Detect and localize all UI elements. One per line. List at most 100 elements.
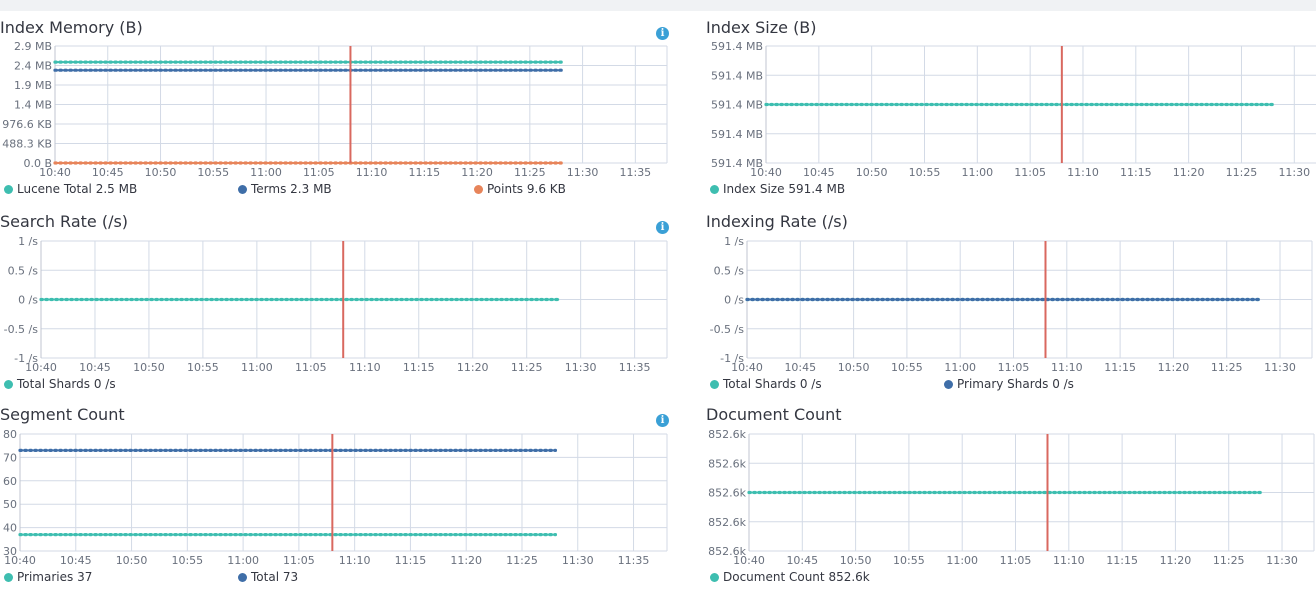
- x-tick-label: 10:40: [39, 166, 71, 179]
- y-tick-label: 976.6 KB: [2, 118, 52, 131]
- line-chart: 1 /s 0.5 /s 0 /s -0.5 /s -1 /s10:40 10:45 10:5…: [710, 235, 1313, 374]
- legend-series-name: Primary Shards: [957, 377, 1049, 391]
- x-tick-label: 11:35: [618, 554, 650, 567]
- legend-item[interactable]: Document Count 852.6k: [710, 570, 870, 584]
- segment-count-panel: Segment Count i 80 70 60 50 40 30 10:40 10:45 10:5…: [0, 405, 672, 595]
- y-tick-label: 70: [3, 451, 17, 464]
- info-icon[interactable]: i: [656, 221, 669, 234]
- legend-series-value: 852.6k: [828, 570, 870, 584]
- y-tick-label: 30: [3, 545, 17, 558]
- x-tick-label: 11:10: [1067, 166, 1099, 179]
- legend-swatch: [710, 185, 719, 194]
- x-tick-label: 11:10: [1053, 554, 1085, 567]
- x-tick-label: 11:20: [457, 361, 489, 374]
- document-count-panel: Document Count 852.6k 852.6k 852.6k 852.6k 85…: [706, 405, 1316, 595]
- legend-item[interactable]: Lucene Total 2.5 MB: [4, 182, 137, 196]
- x-tick-label: 11:00: [227, 554, 259, 567]
- y-tick-label: 0.5 /s: [8, 264, 39, 277]
- legend-item[interactable]: Primary Shards 0 /s: [944, 377, 1074, 391]
- y-tick-label: 852.6k: [708, 516, 746, 529]
- x-tick-label: 10:55: [197, 166, 229, 179]
- x-tick-label: 11:20: [1173, 166, 1205, 179]
- y-tick-label: 591.4 MB: [711, 157, 763, 170]
- y-tick-label: 1.9 MB: [14, 79, 52, 92]
- top-bar: [0, 0, 1316, 11]
- y-tick-label: 852.6k: [708, 487, 746, 500]
- y-tick-label: -1 /s: [720, 352, 744, 365]
- x-tick-label: 10:50: [838, 361, 870, 374]
- panel-title: Segment Count: [0, 405, 125, 424]
- x-tick-label: 11:15: [408, 166, 440, 179]
- x-tick-label: 11:00: [241, 361, 273, 374]
- legend-series-value: 73: [282, 570, 299, 584]
- x-tick-label: 11:05: [998, 361, 1030, 374]
- x-tick-label: 11:00: [961, 166, 993, 179]
- y-tick-label: -0.5 /s: [710, 323, 745, 336]
- legend-item[interactable]: Index Size 591.4 MB: [710, 182, 845, 196]
- y-tick-label: 591.4 MB: [711, 128, 763, 141]
- x-tick-label: 11:10: [349, 361, 381, 374]
- legend-series-value: 37: [77, 570, 93, 584]
- x-tick-label: 11:25: [506, 554, 538, 567]
- legend-swatch: [4, 380, 13, 389]
- index-memory-panel: Index Memory (B) i 2.9 MB 2.4 MB 1.9 MB 1.4 M…: [0, 18, 672, 208]
- x-tick-label: 10:40: [4, 554, 36, 567]
- x-tick-label: 11:15: [1120, 166, 1152, 179]
- x-tick-label: 10:50: [116, 554, 148, 567]
- x-tick-label: 11:25: [511, 361, 543, 374]
- x-tick-label: 10:55: [891, 361, 923, 374]
- x-tick-label: 10:40: [731, 361, 763, 374]
- x-tick-label: 11:10: [339, 554, 371, 567]
- legend-swatch: [474, 185, 483, 194]
- info-icon[interactable]: i: [656, 414, 669, 427]
- y-tick-label: 80: [3, 428, 17, 441]
- x-tick-label: 11:15: [395, 554, 427, 567]
- y-tick-label: 0 /s: [724, 294, 744, 307]
- x-tick-label: 11:05: [303, 166, 335, 179]
- y-tick-label: 2.9 MB: [14, 40, 52, 53]
- x-tick-label: 11:05: [295, 361, 327, 374]
- y-tick-label: 0.5 /s: [714, 264, 745, 277]
- info-icon[interactable]: i: [656, 27, 669, 40]
- legend-swatch: [4, 185, 13, 194]
- legend-series-value: 0 /s: [93, 377, 116, 391]
- x-tick-label: 11:10: [356, 166, 388, 179]
- legend-series-value: 0 /s: [799, 377, 822, 391]
- y-tick-label: 591.4 MB: [711, 40, 763, 53]
- legend-item[interactable]: Points 9.6 KB: [474, 182, 566, 196]
- x-tick-label: 10:40: [733, 554, 765, 567]
- line-chart: 1 /s 0.5 /s 0 /s -0.5 /s -1 /s10:40 10:45 10:5…: [4, 235, 668, 374]
- chart-legend: Index Size 591.4 MB: [706, 182, 1316, 198]
- x-tick-label: 11:10: [1051, 361, 1083, 374]
- x-tick-label: 10:55: [171, 554, 203, 567]
- x-tick-label: 11:30: [1264, 361, 1296, 374]
- legend-series-name: Document Count: [723, 570, 825, 584]
- x-tick-label: 10:45: [786, 554, 818, 567]
- legend-item[interactable]: Terms 2.3 MB: [238, 182, 332, 196]
- y-tick-label: 852.6k: [708, 545, 746, 558]
- chart-legend: Total Shards 0 /s: [0, 377, 672, 393]
- x-tick-label: 10:50: [856, 166, 888, 179]
- y-tick-label: 0 /s: [18, 294, 38, 307]
- x-tick-label: 11:30: [562, 554, 594, 567]
- legend-series-name: Terms: [251, 182, 287, 196]
- panel-title: Index Memory (B): [0, 18, 143, 37]
- panel-title: Indexing Rate (/s): [706, 212, 848, 231]
- x-tick-label: 10:55: [893, 554, 925, 567]
- x-tick-label: 10:55: [909, 166, 941, 179]
- search-rate-panel: Search Rate (/s) i 1 /s 0.5 /s 0 /s -0.5 /s -1…: [0, 212, 672, 402]
- legend-item[interactable]: Total Shards 0 /s: [4, 377, 116, 391]
- legend-swatch: [238, 573, 247, 582]
- panel-title: Search Rate (/s): [0, 212, 129, 231]
- legend-item[interactable]: Primaries 37: [4, 570, 92, 584]
- legend-series-name: Total: [251, 570, 280, 584]
- y-tick-label: 0.0 B: [23, 157, 52, 170]
- y-tick-label: 1 /s: [18, 235, 38, 248]
- x-tick-label: 11:15: [1106, 554, 1138, 567]
- legend-item[interactable]: Total Shards 0 /s: [710, 377, 822, 391]
- x-tick-label: 11:25: [1226, 166, 1258, 179]
- legend-item[interactable]: Total 73: [238, 570, 298, 584]
- y-tick-label: 50: [3, 498, 17, 511]
